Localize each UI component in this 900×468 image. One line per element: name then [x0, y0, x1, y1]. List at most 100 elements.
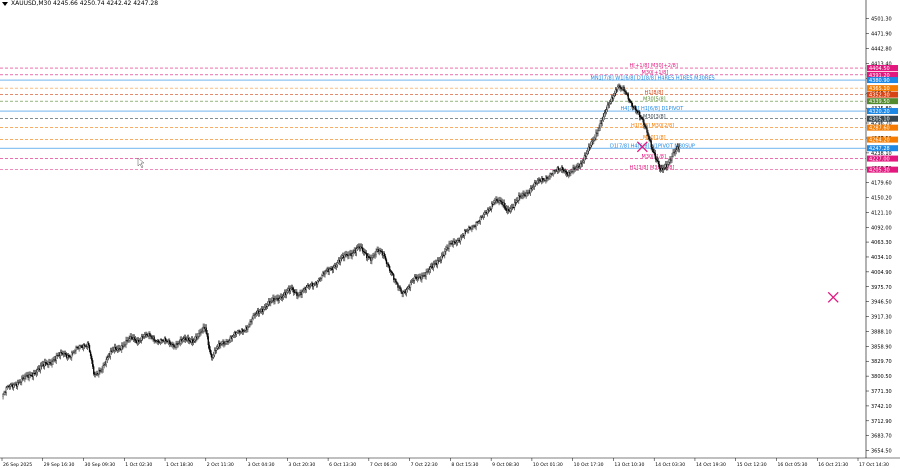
candle-body [432, 264, 435, 268]
candle-body [221, 343, 223, 345]
y-tick-label: 3917.30 [871, 315, 892, 321]
candle-body [266, 306, 268, 308]
candle-body [521, 195, 523, 197]
candle-body [476, 222, 478, 224]
candle-body [36, 369, 39, 373]
candle-body [469, 227, 471, 228]
candle-body [426, 271, 428, 273]
candle-body [46, 363, 48, 365]
candle-body [611, 97, 614, 99]
candle-body [606, 104, 609, 110]
candle-body [483, 212, 486, 215]
x-tick-label: 1 Oct 18:30 [166, 462, 193, 468]
candle-body [312, 284, 315, 287]
candle-body [514, 202, 516, 208]
candle-body [333, 265, 336, 268]
candle-body [535, 182, 538, 184]
candle-body [264, 306, 267, 308]
candle-body [275, 298, 277, 300]
candle-body [167, 341, 169, 342]
candle-body [273, 297, 275, 302]
y-tick-label: 4442.80 [871, 46, 892, 52]
candle-body [596, 132, 598, 134]
candle-body [225, 340, 227, 344]
level-price-tag [867, 136, 898, 143]
candle-body [143, 336, 145, 338]
candle-body [447, 247, 449, 249]
candle-body [380, 250, 382, 252]
candle-body [645, 126, 647, 129]
candle-body [577, 165, 579, 168]
candle-body [430, 266, 432, 268]
candle-body [186, 337, 189, 341]
candle-body [491, 203, 493, 210]
candle-body [536, 180, 539, 184]
candle-body [614, 93, 616, 96]
candle-body [643, 119, 645, 126]
candle-body [502, 202, 504, 205]
candle-body [631, 103, 634, 107]
candle-body [530, 188, 532, 190]
candle-body [325, 270, 327, 273]
candle-body [338, 259, 341, 263]
candle-body [156, 340, 158, 342]
candle-body [219, 343, 221, 346]
candle-body [335, 264, 338, 267]
candle-body [297, 295, 299, 297]
candle-body [119, 348, 121, 350]
candle-body [603, 113, 605, 117]
candle-body [57, 354, 59, 356]
x-tick-label: 6 Oct 13:30 [329, 462, 356, 468]
candle-body [190, 339, 193, 343]
y-tick-label: 4238.10 [871, 151, 892, 157]
candle-body [295, 291, 297, 293]
symbol-title: XAUUSD,M30 4245.66 4250.74 4242.42 4247.… [11, 0, 159, 7]
candle-body [444, 251, 446, 256]
candle-body [85, 345, 88, 347]
level-price-tag [867, 145, 898, 152]
candle-body [541, 178, 543, 182]
candle-body [655, 158, 658, 160]
level-price-tag [867, 77, 898, 84]
candle-body [391, 271, 393, 274]
candle-body [252, 315, 254, 320]
candle-body [228, 340, 230, 342]
candle-body [508, 210, 511, 212]
candle-body [650, 140, 652, 148]
candle-body [64, 352, 67, 355]
candle-body [3, 391, 5, 395]
candle-body [494, 200, 496, 203]
y-tick-label: 3829.70 [871, 359, 892, 365]
menu-triangle-icon[interactable] [2, 1, 8, 6]
candle-body [361, 247, 364, 252]
candle-body [455, 241, 457, 244]
candle-body [41, 364, 44, 366]
candle-body [226, 340, 228, 342]
candle-body [672, 152, 674, 157]
candle-body [451, 243, 453, 245]
candle-body [214, 350, 217, 352]
candle-body [630, 101, 633, 104]
candle-body [80, 345, 82, 347]
candle-body [652, 149, 654, 153]
candle-body [382, 253, 385, 256]
candle-body [212, 354, 215, 358]
candle-body [160, 339, 163, 341]
candle-body [359, 246, 362, 249]
candle-body [185, 339, 188, 341]
candle-body [658, 163, 661, 169]
candle-body [13, 384, 16, 386]
candle-body [621, 88, 623, 90]
candle-body [344, 254, 346, 259]
candle-body [269, 301, 271, 304]
candle-body [669, 159, 671, 163]
candle-body [355, 248, 357, 253]
cross-marker-icon [827, 291, 839, 303]
y-tick-label: 4471.90 [871, 32, 892, 38]
candle-body [261, 308, 264, 312]
candle-body [263, 307, 266, 310]
candle-body [255, 313, 257, 315]
candle-body [404, 291, 406, 294]
candle-body [471, 226, 473, 230]
